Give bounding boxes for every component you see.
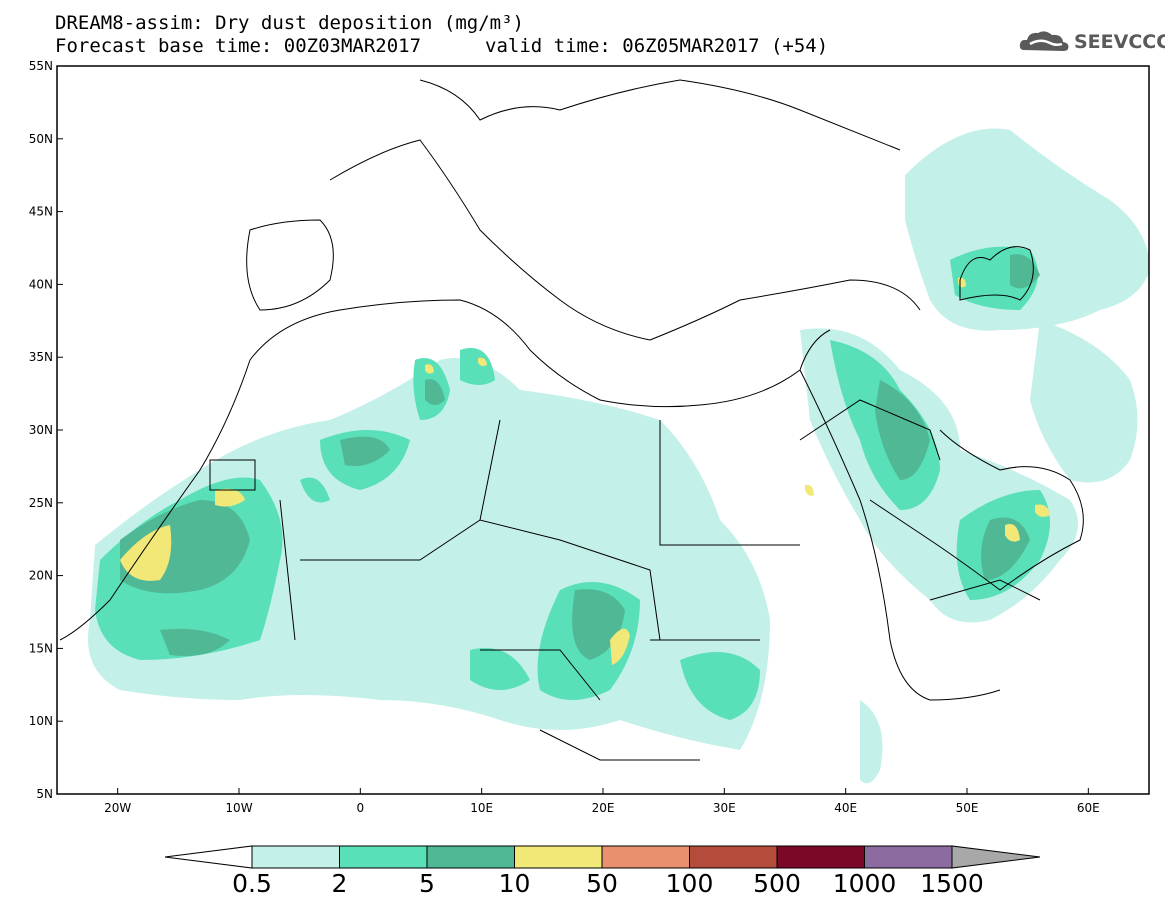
colorbar-segment <box>689 845 778 869</box>
lat-tick-label: 5N <box>36 787 53 801</box>
colorbar-label: 5 <box>419 869 435 898</box>
lon-tick-label: 30E <box>713 801 736 815</box>
colorbar-segment <box>251 845 340 869</box>
colorbar-under-triangle <box>164 845 253 869</box>
colorbar-segment <box>426 845 515 869</box>
colorbar-label: 0.5 <box>232 869 272 898</box>
lat-tick-label: 25N <box>29 496 53 510</box>
colorbar <box>164 845 1041 869</box>
forecast-base-time: Forecast base time: 00Z03MAR2017 <box>55 35 422 57</box>
lat-tick-label: 55N <box>29 59 53 73</box>
lat-tick-label: 30N <box>29 423 53 437</box>
lat-tick-label: 10N <box>29 714 53 728</box>
lon-tick-label: 10E <box>470 801 493 815</box>
lat-tick-label: 35N <box>29 350 53 364</box>
colorbar-label: 1000 <box>832 869 897 898</box>
lat-tick-label: 50N <box>29 132 53 146</box>
map-title: DREAM8-assim: Dry dust deposition (mg/m³… <box>55 12 524 34</box>
colorbar-label: 2 <box>331 869 348 898</box>
colorbar-segment <box>864 845 953 869</box>
lon-tick-label: 20W <box>104 801 131 815</box>
dust-field <box>88 128 1149 784</box>
colorbar-segment <box>601 845 690 869</box>
lat-tick-label: 40N <box>29 277 53 291</box>
coastlines <box>59 79 1084 761</box>
lat-tick-label: 20N <box>29 569 53 583</box>
colorbar-label: 100 <box>665 869 714 898</box>
lon-tick-label: 50E <box>956 801 979 815</box>
lon-tick-label: 0 <box>357 801 365 815</box>
longitude-axis: 20W 10W 0 10E 20E 30E 40E 50E 60E <box>104 788 1100 815</box>
lon-tick-label: 40E <box>834 801 857 815</box>
seevccc-logo-text: SEEVCCC <box>1074 31 1165 53</box>
lon-tick-label: 20E <box>592 801 615 815</box>
lat-tick-label: 15N <box>29 641 53 655</box>
colorbar-label: 50 <box>586 869 618 898</box>
valid-time: valid time: 06Z05MAR2017 (+54) <box>485 35 829 57</box>
colorbar-over-triangle <box>951 845 1041 869</box>
latitude-axis: 5N 10N 15N 20N 25N 30N 35N 40N 45N 50N 55N <box>29 59 63 801</box>
lat-tick-label: 45N <box>29 205 53 219</box>
lon-tick-label: 10W <box>225 801 252 815</box>
cloud-icon <box>1019 31 1069 51</box>
colorbar-label: 10 <box>498 869 531 898</box>
colorbar-segment <box>339 845 428 869</box>
colorbar-label: 500 <box>753 869 801 898</box>
colorbar-segment <box>514 845 603 869</box>
colorbar-label: 1500 <box>920 869 984 898</box>
lon-tick-label: 60E <box>1077 801 1100 815</box>
colorbar-segment <box>776 845 865 869</box>
